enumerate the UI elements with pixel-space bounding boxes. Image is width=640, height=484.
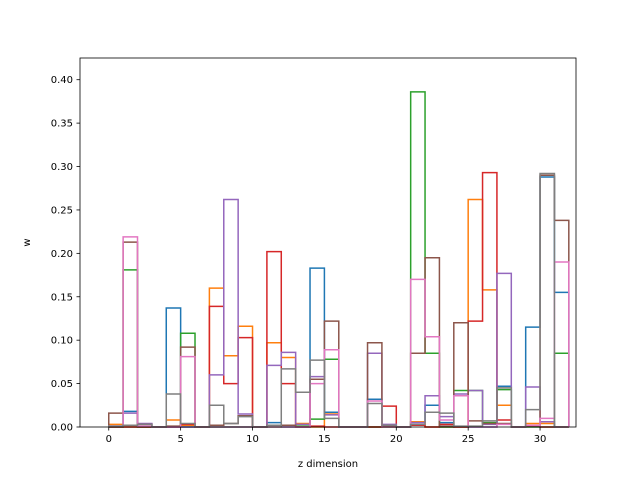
x-tick-label: 15 [318, 434, 331, 445]
y-tick-label: 0.15 [51, 292, 73, 303]
x-tick-label: 20 [390, 434, 403, 445]
y-tick-label: 0.10 [51, 336, 73, 347]
y-tick-label: 0.20 [51, 249, 73, 260]
x-tick-label: 25 [462, 434, 475, 445]
x-tick-label: 5 [177, 434, 183, 445]
y-axis-label: w [22, 238, 33, 246]
y-tick-label: 0.25 [51, 205, 73, 216]
y-tick-label: 0.00 [51, 423, 73, 434]
y-tick-label: 0.05 [51, 379, 73, 390]
y-tick-label: 0.35 [51, 119, 73, 130]
y-axis-ticks: 0.00 0.05 0.10 0.15 0.20 0.25 0.30 0.35 0.40 [51, 75, 80, 434]
x-tick-label: 30 [534, 434, 547, 445]
x-tick-label: 10 [246, 434, 259, 445]
y-tick-label: 0.30 [51, 162, 73, 173]
axes-frame [79, 57, 577, 428]
histogram-series-8 [108, 172, 569, 428]
x-axis-label: z dimension [298, 459, 358, 470]
x-axis-ticks: 0 5 10 15 20 25 30 [106, 427, 547, 445]
x-tick-label: 0 [106, 434, 112, 445]
y-tick-label: 0.40 [51, 75, 73, 86]
